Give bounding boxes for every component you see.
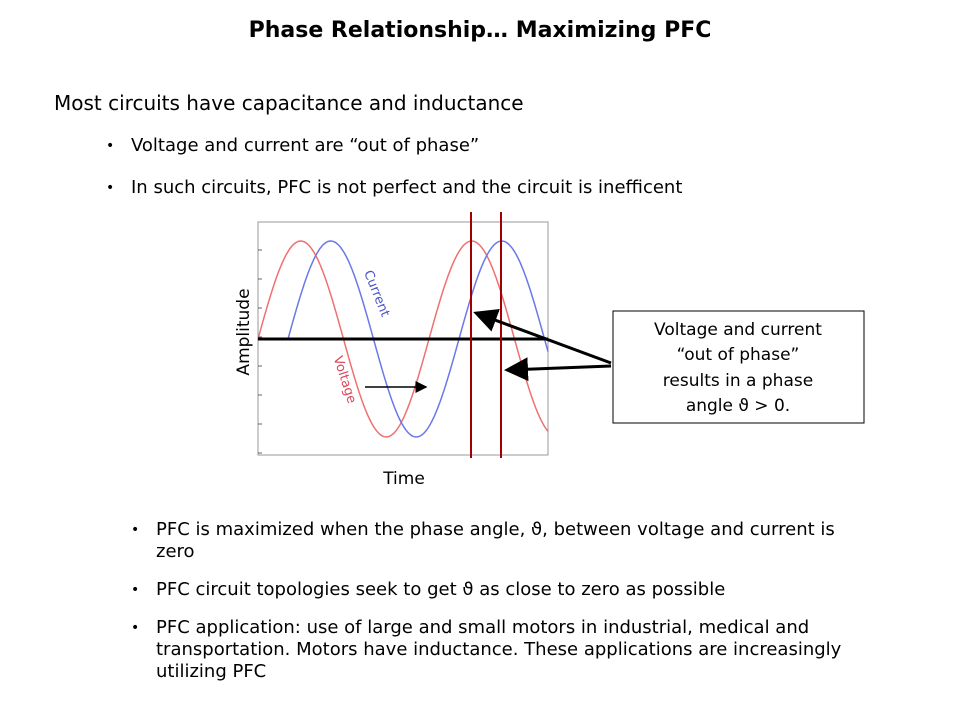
bullet: Voltage and current are “out of phase”: [106, 135, 866, 157]
bullet: PFC circuit topologies seek to get ϑ as …: [131, 579, 851, 601]
bullet-list: PFC is maximized when the phase angle, ϑ…: [131, 519, 851, 699]
callout-line: Voltage and current: [654, 320, 822, 340]
bullet: PFC is maximized when the phase angle, ϑ…: [131, 519, 851, 563]
callout-line: “out of phase”: [677, 345, 800, 365]
wave: [287, 240, 549, 438]
bullet: In such circuits, PFC is not perfect and…: [106, 177, 866, 199]
callout-line: results in a phase: [663, 371, 813, 391]
y-label: Amplitude: [234, 288, 254, 375]
bullet: PFC application: use of large and small …: [131, 617, 851, 683]
x-label: Time: [382, 469, 425, 489]
wave: [257, 240, 549, 438]
callout-arrow: [473, 309, 612, 365]
bullet-list: Voltage and current are “out of phase” I…: [106, 135, 866, 219]
waves: [257, 240, 549, 454]
heading: Most circuits have capacitance and induc…: [54, 91, 524, 115]
callout-box: [612, 310, 865, 424]
callout-line: angle ϑ > 0.: [686, 396, 790, 416]
callout-arrow: [504, 357, 612, 382]
title: Phase Relationship… Maximizing PFC: [248, 18, 712, 43]
